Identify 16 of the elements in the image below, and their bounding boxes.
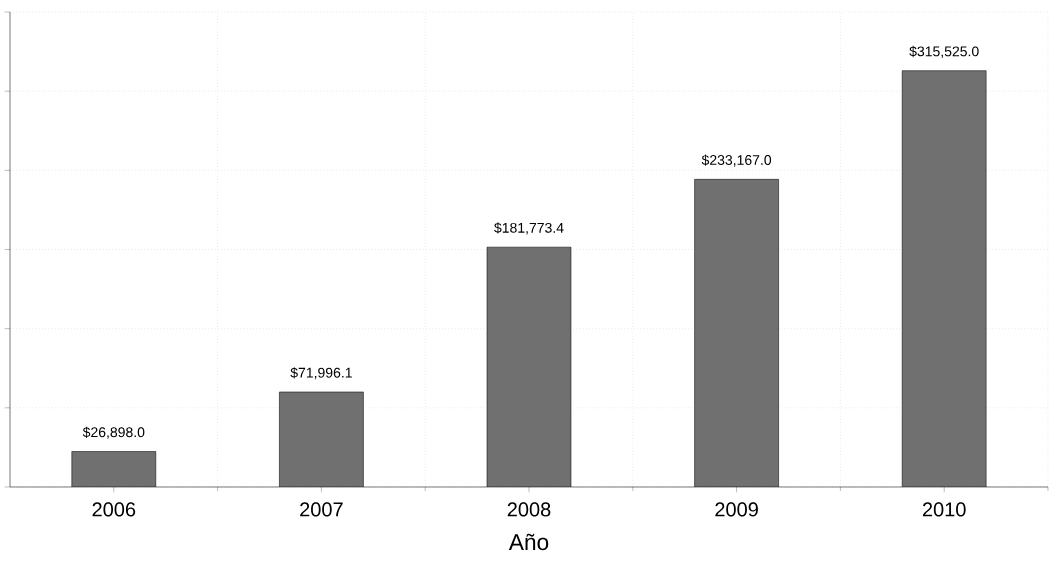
data-label: $181,773.4 <box>494 222 564 235</box>
x-axis-title: Año <box>508 533 549 551</box>
data-label: $26,898.0 <box>82 426 145 439</box>
x-tick-label: 2009 <box>715 502 758 517</box>
data-label: $315,525.0 <box>909 45 979 58</box>
data-label: $71,996.1 <box>290 367 352 380</box>
data-label: $233,167.0 <box>701 154 772 167</box>
x-tick-label: 2008 <box>507 502 551 517</box>
bar <box>487 247 571 487</box>
bar <box>279 392 364 487</box>
x-tick-label: 2006 <box>92 502 136 517</box>
x-tick-label: 2010 <box>922 502 966 517</box>
x-tick-label: 2007 <box>300 502 343 517</box>
bar <box>71 451 156 487</box>
bar <box>901 70 987 487</box>
bar <box>694 179 779 487</box>
